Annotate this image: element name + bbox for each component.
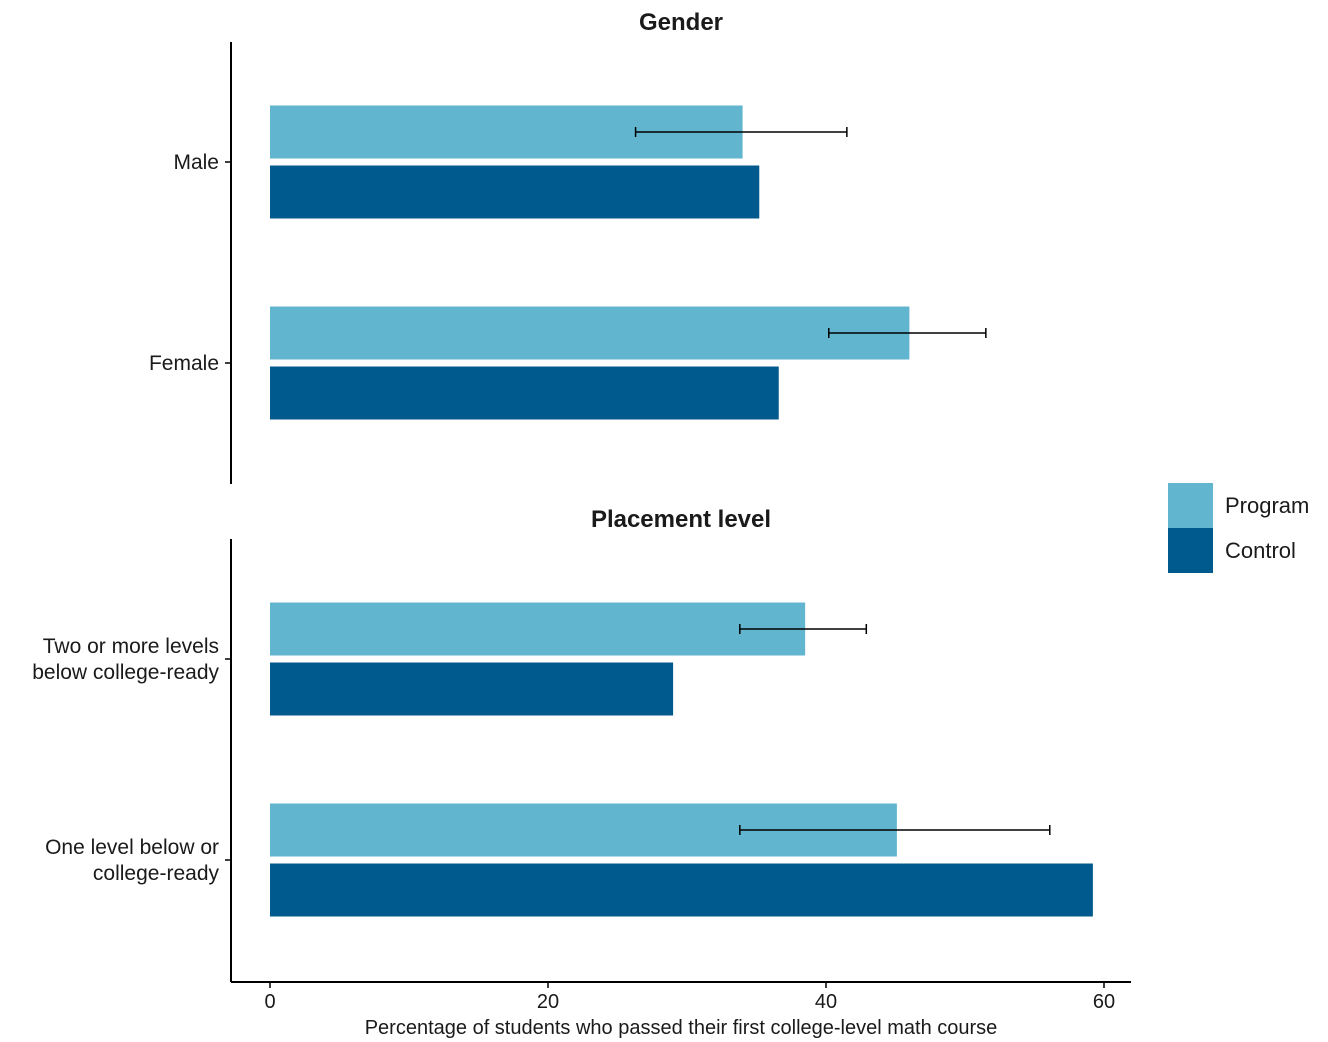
x-tick-label: 20 [537, 991, 559, 1013]
category-label: Female [149, 352, 219, 375]
panel-2: Placement level Two or more levels below c… [32, 506, 1093, 982]
legend-label: Program [1225, 493, 1309, 518]
category-label-line: below college-ready [32, 661, 219, 684]
category-label-line: college-ready [93, 862, 220, 885]
category-label: One level below or college-ready [45, 836, 219, 885]
x-tick-label: 60 [1093, 991, 1115, 1013]
panel-1: Gender Male Female [149, 9, 987, 484]
x-axis: 0 20 40 60 Percentage of students who passed… [231, 981, 1131, 1039]
panel-title: Gender [639, 9, 723, 36]
category-label-line: One level below or [45, 836, 219, 859]
panel-title: Placement level [591, 506, 771, 533]
category-label-line: Female [149, 352, 219, 375]
bar-control [270, 165, 760, 219]
x-tick-label: 40 [815, 991, 837, 1013]
legend-label: Control [1225, 538, 1296, 563]
legend: Program Control [1168, 483, 1309, 573]
bar-control [270, 662, 674, 716]
panels: Gender Male Female Placement level Two or mo… [32, 9, 1093, 982]
bar-program [270, 602, 806, 656]
category-label-line: Male [173, 151, 219, 174]
category-label-line: Two or more levels [43, 635, 219, 658]
legend-swatch-program [1168, 483, 1213, 528]
bar-program [270, 306, 910, 360]
category-label: Two or more levels below college-ready [32, 635, 219, 684]
bar-control [270, 863, 1093, 917]
category-label: Male [173, 151, 219, 174]
x-tick-label: 0 [264, 991, 275, 1013]
x-axis-title: Percentage of students who passed their … [365, 1017, 998, 1039]
legend-swatch-control [1168, 528, 1213, 573]
bar-control [270, 366, 779, 420]
